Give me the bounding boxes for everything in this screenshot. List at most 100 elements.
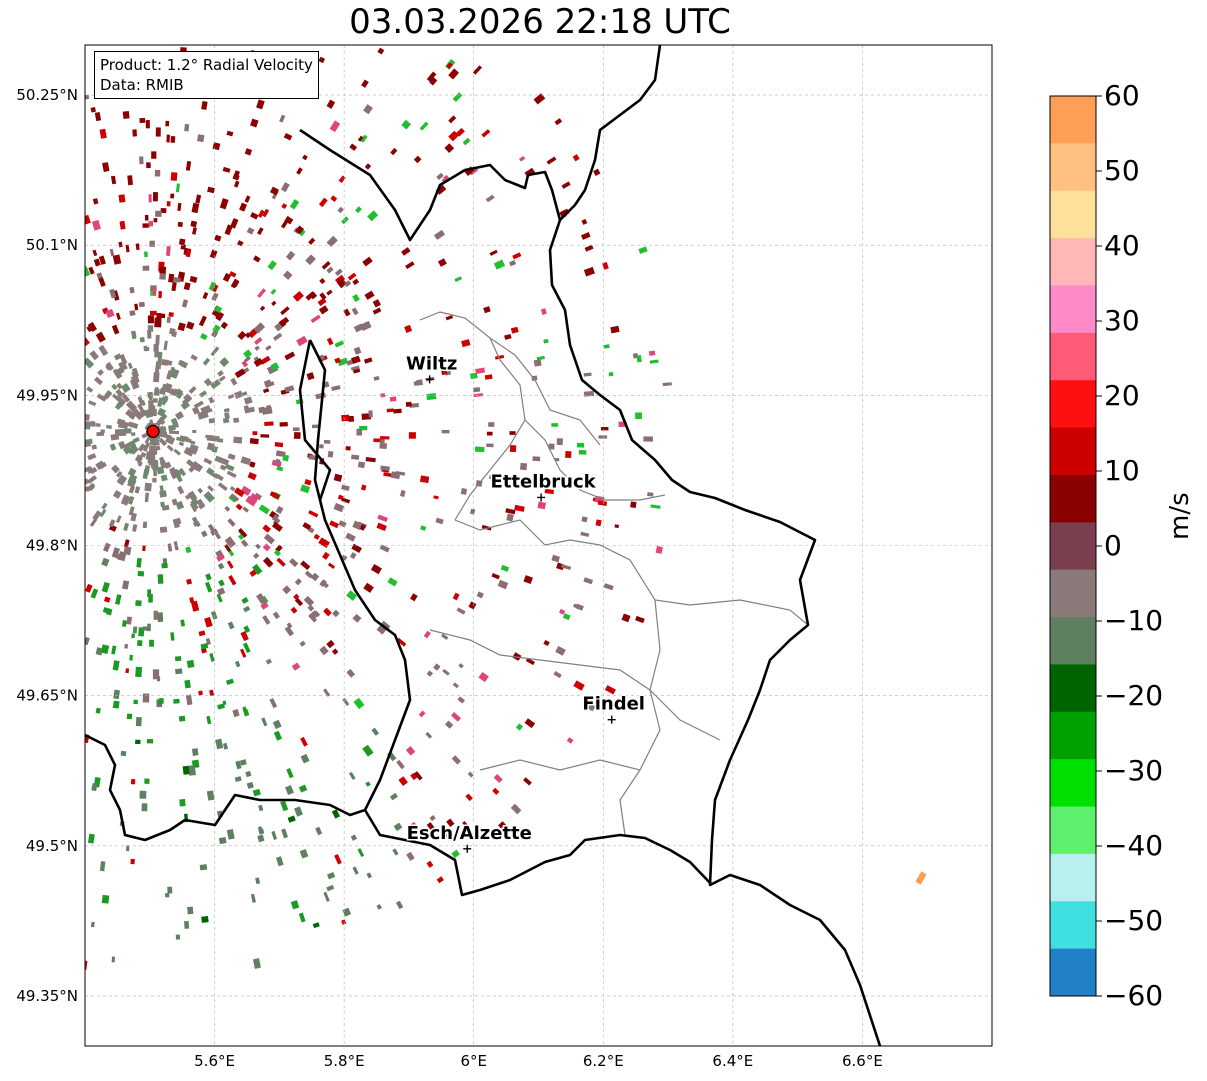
echo-pixel: [225, 678, 234, 685]
echo-pixel: [510, 803, 522, 815]
lat-tick-label: 49.65°N: [16, 687, 78, 705]
city-label: Ettelbruck: [491, 471, 597, 492]
echo-pixel: [180, 400, 191, 410]
echo-pixel: [376, 522, 387, 532]
echo-pixel: [154, 350, 159, 358]
echo-pixel: [376, 624, 387, 635]
echo-pixel: [160, 358, 169, 366]
echo-pixel: [118, 194, 126, 203]
echo-pixel: [198, 315, 207, 327]
echo-pixel: [360, 484, 367, 491]
echo-pixel: [433, 663, 441, 671]
echo-pixel: [257, 834, 265, 843]
echo-pixel: [85, 478, 90, 486]
echo-pixel: [132, 524, 138, 532]
echo-pixel: [217, 482, 228, 491]
echo-pixel: [252, 958, 261, 969]
echo-pixel: [536, 355, 545, 361]
echo-pixel: [317, 297, 327, 307]
echo-pixel: [129, 654, 133, 661]
echo-pixel: [93, 376, 103, 386]
colorbar-tick-label: 60: [1104, 79, 1140, 112]
echo-pixel: [405, 261, 415, 270]
echo-pixel: [91, 783, 98, 792]
echo-pixel: [352, 613, 362, 623]
echo-pixel: [473, 393, 484, 398]
lat-tick-label: 50.1°N: [26, 236, 78, 254]
echo-pixel: [127, 175, 133, 186]
echo-pixel: [298, 912, 306, 923]
colorbar-tick-label: 0: [1104, 529, 1122, 562]
echo-pixel: [269, 186, 279, 196]
echo-pixel: [475, 367, 486, 375]
echo-pixel: [246, 227, 255, 235]
echo-pixel: [334, 340, 345, 348]
echo-pixel: [105, 361, 114, 371]
echo-pixel: [379, 442, 387, 449]
colorbar-segment: [1050, 853, 1096, 902]
echo-pixel: [583, 266, 595, 277]
echo-pixel: [174, 656, 182, 662]
echo-pixel: [224, 544, 232, 553]
echo-pixel: [392, 848, 399, 856]
echo-pixel: [210, 610, 218, 620]
echo-pixel: [95, 707, 101, 714]
colorbar-tick-label: −30: [1104, 754, 1164, 787]
echo-pixel: [179, 799, 186, 807]
echo-pixel: [270, 362, 280, 371]
echo-pixel: [492, 787, 500, 795]
echo-pixel: [321, 261, 331, 270]
echo-pixel: [584, 701, 596, 712]
echo-pixel: [504, 333, 512, 340]
echo-pixel: [595, 519, 602, 527]
echo-pixel: [409, 402, 419, 408]
echo-pixel: [305, 254, 316, 266]
echo-pixel: [168, 273, 175, 283]
echo-pixel: [183, 446, 195, 457]
echo-pixel: [561, 208, 570, 217]
echo-pixel: [491, 573, 500, 580]
echo-pixel: [215, 311, 225, 322]
echo-pixel: [158, 698, 164, 704]
echo-pixel: [98, 255, 106, 265]
echo-pixel: [334, 268, 343, 276]
echo-pixel: [649, 359, 659, 364]
echo-pixel: [211, 292, 219, 302]
echo-pixel: [209, 249, 218, 259]
echo-pixel: [108, 519, 116, 528]
echo-pixel: [128, 412, 137, 420]
echo-pixel: [253, 255, 261, 263]
echo-pixel: [442, 668, 450, 676]
echo-pixel: [580, 531, 590, 537]
echo-pixel: [168, 312, 174, 318]
echo-pixel: [219, 464, 227, 471]
echo-pixel: [285, 785, 294, 796]
echo-pixel: [193, 400, 204, 409]
echo-pixel: [124, 539, 130, 548]
echo-pixel: [160, 474, 168, 482]
lat-tick-labels: 50.25°N 50.1°N 49.95°N 49.8°N 49.65°N 49.5°N 4…: [16, 86, 78, 1005]
echo-pixel: [184, 493, 192, 500]
echo-pixel: [583, 390, 595, 397]
echo-pixel: [269, 491, 280, 500]
echo-pixel: [136, 412, 144, 421]
echo-pixel: [85, 266, 91, 277]
echo-pixel: [118, 440, 126, 450]
echo-pixel: [122, 580, 130, 590]
echo-pixel: [157, 612, 164, 623]
echo-pixel: [91, 219, 101, 231]
echo-pixel: [327, 451, 334, 458]
echo-pixel: [282, 585, 292, 595]
echo-pixel: [326, 266, 334, 274]
echo-pixel: [305, 291, 316, 301]
echo-pixel: [329, 520, 340, 529]
echo-pixel: [334, 854, 342, 865]
echo-pixel: [91, 444, 98, 450]
echo-pixel: [111, 956, 116, 963]
echo-pixel: [283, 270, 293, 280]
echo-pixel: [426, 860, 434, 868]
echo-pixel: [278, 319, 287, 328]
echo-pixel: [87, 483, 95, 492]
echo-pixel: [89, 420, 96, 427]
echo-pixel: [318, 56, 326, 64]
